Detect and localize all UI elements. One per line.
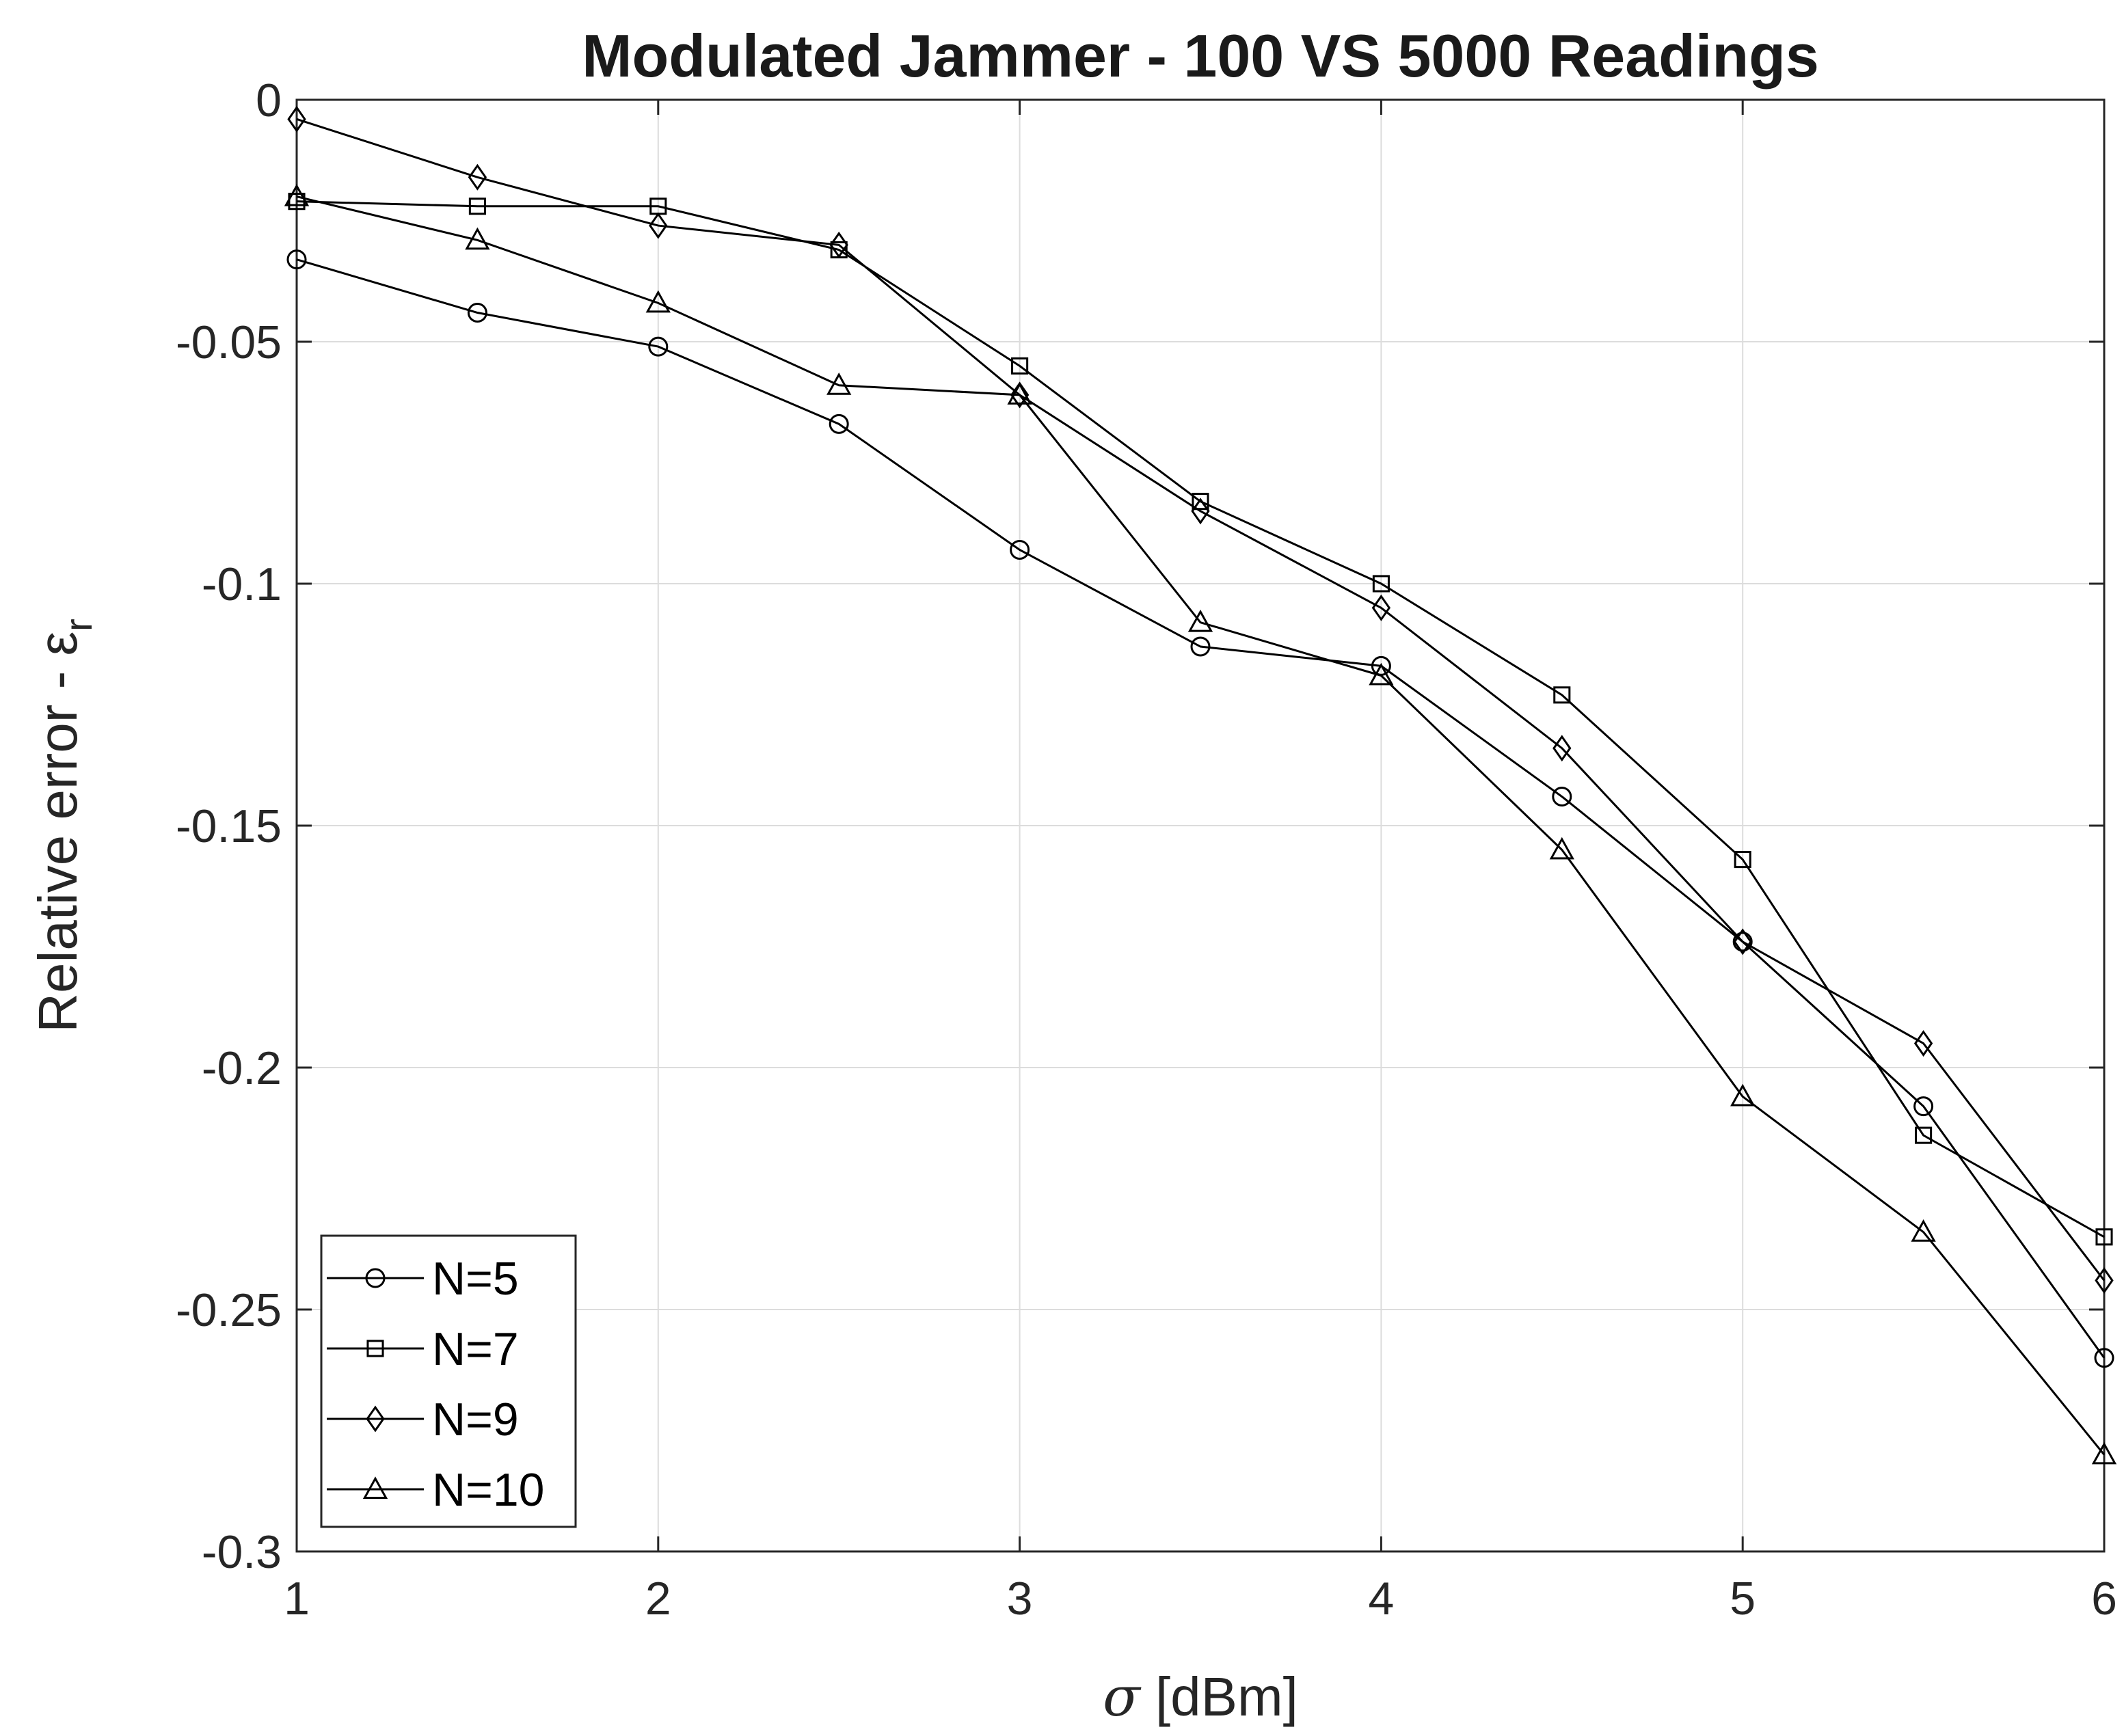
data-point-n7 — [1553, 686, 1571, 704]
y-tick-label: -0.05 — [176, 316, 282, 368]
data-point-n9 — [468, 163, 487, 191]
data-point-n7 — [1734, 851, 1751, 869]
series-line-n9 — [296, 118, 2106, 1281]
data-point-n7 — [1915, 1126, 1933, 1144]
data-point-n10 — [1369, 662, 1394, 686]
data-point-n10 — [1187, 609, 1213, 632]
y-axis-label: Relative error - εr — [27, 619, 100, 1033]
data-point-n10 — [465, 227, 490, 250]
y-axis-subscript: r — [57, 619, 100, 632]
series-line-n7 — [296, 200, 2105, 1238]
x-tick-label: 3 — [1007, 1573, 1033, 1625]
data-point-n10 — [1730, 1083, 1756, 1107]
data-point-n5 — [2094, 1348, 2114, 1368]
data-point-n9 — [1371, 594, 1391, 621]
data-point-n10 — [2091, 1441, 2117, 1465]
tick-labels: 1 2 3 4 5 6 0 -0.05 -0.1 -0.15 -0.2 -0.25 -0.3 — [176, 74, 2117, 1625]
data-point-n9 — [1552, 735, 1572, 762]
data-point-n7 — [1372, 575, 1390, 593]
data-point-n10 — [1911, 1219, 1936, 1242]
data-point-n10 — [1007, 382, 1032, 405]
legend-marker-n5 — [365, 1268, 386, 1288]
legend-label-n7: N=7 — [432, 1323, 519, 1375]
legend-label-n10: N=10 — [432, 1464, 544, 1516]
y-axis-text: Relative error - ε — [27, 632, 88, 1033]
data-point-n5 — [648, 336, 669, 357]
series — [284, 105, 2117, 1465]
y-tick-label: -0.3 — [202, 1526, 282, 1578]
x-axis-unit: [dBm] — [1140, 1666, 1298, 1727]
x-tick-label: 6 — [2091, 1573, 2117, 1625]
data-point-n7 — [1011, 357, 1029, 375]
data-point-n5 — [286, 249, 307, 270]
legend-box — [320, 1234, 577, 1528]
data-point-n10 — [826, 372, 852, 395]
legend-marker-n7 — [366, 1340, 384, 1357]
series-n9 — [287, 105, 2114, 1294]
data-point-n5 — [1913, 1096, 1934, 1117]
legend-marker-n10 — [362, 1476, 388, 1499]
y-tick-label: -0.2 — [202, 1042, 282, 1094]
y-tick-label: -0.1 — [202, 558, 282, 610]
data-point-n7 — [1192, 493, 1209, 511]
data-point-n5 — [1010, 539, 1030, 560]
data-point-n5 — [1190, 636, 1211, 657]
legend-marker-n9 — [366, 1405, 385, 1433]
x-tick-label: 2 — [645, 1573, 671, 1625]
data-point-n7 — [2095, 1228, 2113, 1246]
x-tick-label: 4 — [1368, 1573, 1394, 1625]
data-point-n9 — [829, 231, 848, 258]
data-point-n5 — [467, 303, 487, 323]
data-point-n9 — [1733, 928, 1752, 955]
series-n5 — [286, 249, 2114, 1368]
data-point-n9 — [649, 212, 668, 239]
series-n10 — [284, 183, 2117, 1465]
data-point-n10 — [1549, 837, 1574, 860]
x-axis-symbol: σ — [1103, 1665, 1142, 1728]
data-point-n9 — [1191, 498, 1210, 525]
legend: N=5 N=7 N=9 N=10 — [320, 1234, 577, 1528]
data-point-n9 — [2095, 1267, 2114, 1294]
data-point-n10 — [284, 183, 310, 206]
data-point-n5 — [829, 413, 849, 434]
series-n7 — [288, 193, 2113, 1246]
series-line-n5 — [296, 258, 2106, 1359]
legend-label-n5: N=5 — [432, 1253, 519, 1305]
y-tick-label: -0.15 — [176, 800, 282, 852]
legend-label-n9: N=9 — [432, 1394, 519, 1446]
data-point-n7 — [468, 198, 486, 215]
series-line-n10 — [296, 195, 2106, 1456]
y-tick-label: 0 — [256, 74, 282, 126]
data-point-n10 — [645, 290, 671, 313]
x-axis-label: σ [dBm] — [1103, 1665, 1298, 1728]
data-point-n9 — [1010, 381, 1030, 409]
chart-title: Modulated Jammer - 100 VS 5000 Readings — [582, 22, 1819, 90]
data-point-n9 — [287, 105, 306, 133]
x-tick-label: 5 — [1730, 1573, 1756, 1625]
data-point-n5 — [1552, 787, 1572, 807]
data-point-n9 — [1913, 1030, 1933, 1057]
y-tick-label: -0.25 — [176, 1284, 282, 1336]
axes — [295, 98, 2106, 1553]
x-tick-label: 1 — [284, 1573, 310, 1625]
